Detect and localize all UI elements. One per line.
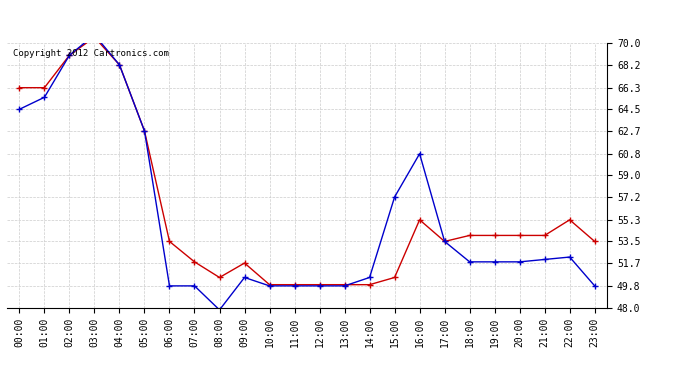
Text: Outdoor Temperature (Red) vs THSW Index (Blue) per Hour (24 Hours) 20120504: Outdoor Temperature (Red) vs THSW Index … — [13, 17, 547, 30]
Text: Copyright 2012 Cartronics.com: Copyright 2012 Cartronics.com — [13, 48, 169, 57]
